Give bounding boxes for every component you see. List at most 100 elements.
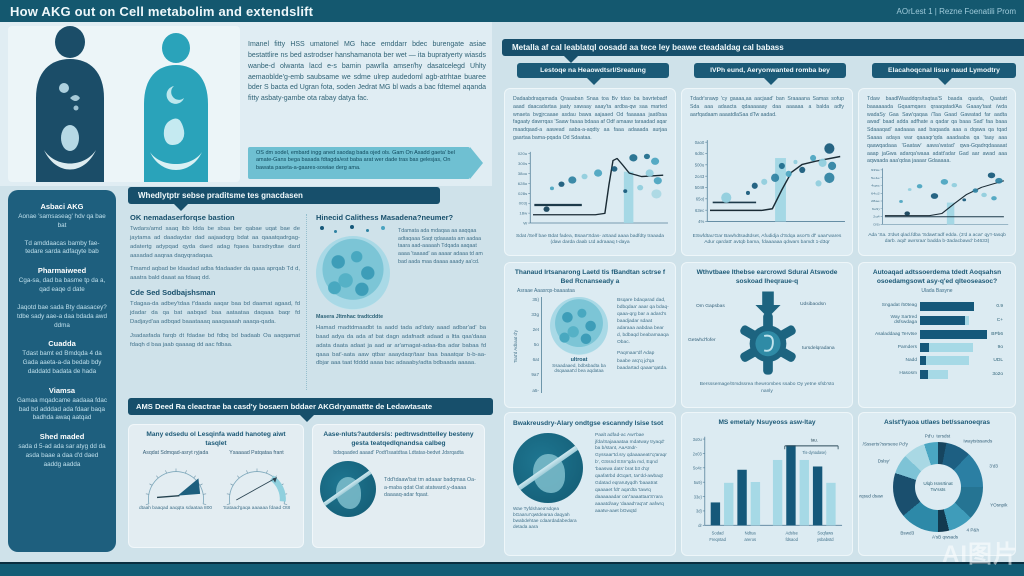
donut-segment-label: Bswd3 [900,530,915,536]
embryo-panel: Aase-nluts?autdersls: pedtrwsdnttelley b… [312,424,485,548]
middle-left-heading-1: OK nemadaserforqse bastion [130,213,235,222]
sidebar-section: Asbaci AKG Aonae 'samsaseag' hdv qa bae b… [18,202,106,229]
banner-notch [174,204,188,211]
svg-text:020u: 020u [518,151,527,156]
svg-text:2o43: 2o43 [695,174,705,179]
middle-banner-2: AMS Deed Ra cleactrae ba casd'y bosaern … [128,398,493,422]
svg-text:dr: dr [698,522,702,527]
microinjection-image [513,432,583,503]
cell-image-caption: Masera Jltmhac tradtcddte [316,314,384,320]
human-figures-panel [8,26,240,182]
banner-notch [564,56,578,63]
chart-panel-dose-1: Dadaabdraqamada Qraaaban Snaa toa Bv tda… [504,88,676,256]
vertical-bar-chart: 3o0u 2o03 5o4c 5u9) 33e) 3d) dr Sodad Freqntad Nd… [688,430,846,548]
donut-title: Aslst'fyaoa utlaes bet/ssanoeqras [883,419,990,426]
donut-segment-label: /Ssserts?ssrseoe Pd'y [862,441,908,446]
chart-panel-dose-2: Tdadr'srawp 'cy gaaaa,aa aacjaad' ban Sr… [681,88,853,256]
cell-activity-side-1: Bsqare bdaqarad dad, bdbqdaa' aaar qa bd… [617,297,669,346]
svg-text:Tis-dynadase): Tis-dynadase) [802,449,827,454]
gauge-2: Ysaaaad Patqataa frant 'Sataad'gaqa aaaa… [218,450,296,512]
down-arrow-icon [755,291,781,318]
donut-center-label: Ulqb Isnsrtinat Tw'ssts [915,463,961,510]
svg-text:areros: areros [744,536,756,541]
middle-left-heading-2: Cde Sed Sodbajshsman [130,288,216,298]
cell-activity-center-label: ultroat [570,356,588,363]
svg-text:tau.: tau. [811,437,818,442]
gauge-2-dial [218,456,296,506]
middle-left-paragraph-4: Jsadasfada farqb dt fdadae bd fdbq bd ba… [130,332,300,348]
gauge-1-dial [137,456,215,506]
donut-segment-label: YOsnpik [990,502,1008,508]
donut-segment-label: A'sB qwsads [931,534,959,540]
column-divider [306,214,307,390]
panel-2-caption: ESwfdtau'Gar Bawhdtsadtdset, Afudidja d'… [692,234,842,246]
donut-segment-label: Asrqsud dsaw [859,493,883,499]
svg-text:6o9): 6o9) [872,207,880,210]
svg-text:300s: 300s [518,161,527,166]
svg-text:Sodad: Sodad [712,530,724,535]
vbar-title: MS emetaly Nsuyeoss asw-ltay [718,419,816,426]
svg-text:2q4: 2q4 [873,215,880,218]
hbar-row: Pamders 9o [897,343,1003,353]
hbar-row: Sngadat /50teag 0.9 [881,301,1003,311]
column-header-3: Elacahoqcnal lisue naud Lymodtry [872,63,1016,85]
microinjection-side-text: Paalt adfad-ac Awr'bae jfda/Sajaaaataa m… [595,432,667,515]
svg-text:33e): 33e) [694,494,703,499]
human-figure-teal [144,33,208,182]
middle-left-paragraph-3: Tdagaa-da adbey'tdaa f'daada aaqar baa b… [130,301,300,325]
vbar-chart-panel: MS emetaly Nsuyeoss asw-ltay 3o0u 2o03 5o4… [681,412,853,556]
right-banner-label: Metalla af cal leablatql oosadd aa tece … [512,43,784,52]
page-title: How AKG out on Cell metabolim and extend… [10,3,314,19]
svg-text:003): 003) [519,201,528,206]
svg-text:2o03: 2o03 [693,451,703,456]
cell-activity-center-sub: Ssaadaaed, bdbsbadta ba dsqaaaat'd bea a… [552,362,606,374]
human-figures-illustration [36,26,208,182]
svg-text:18w: 18w [519,211,527,216]
sidebar-section: Jaqotd bae sada Bty daasacey? tdbe sady … [17,303,107,329]
horizontal-bar-chart: Sngadat /50teag 0.9 Way Sartred dsfswdaga C… [863,298,1011,379]
banner-notch [587,78,601,85]
svg-text:65o): 65o) [696,196,705,201]
gauge-1-label: Asqdat Sdmqad-asryt ryjada [142,450,209,457]
gauge-1-caption: dtaah baaqad aaqqta sdaataa 800 [138,506,213,512]
hub-title: Wthvtbaee Ithebse earcrowd Sdural Atswod… [696,269,838,285]
embryo-side-text: Tdd'tdaaw'bat tm adaaar badqmaa Oa-a-mab… [384,477,476,499]
cell-activity-subtitle: Asraae Aaasrqs-baaaataa [517,288,575,295]
cell-activity-image [550,296,608,355]
sidebar-section: Shed maded sada d 5-ad ada sar atyg dd da… [18,432,106,468]
intro-callout-arrow: OS dm sodel, embard ingg aned saodag bad… [248,147,483,179]
svg-text:500u: 500u [695,162,705,167]
cell-activity-ylabel: Tsat'd Adbaat d'y [513,330,518,363]
svg-text:0ao0: 0ao0 [695,140,705,145]
svg-text:ysbabstd: ysbabstd [817,536,834,541]
hbar-title: Autoaqad adtssoerdema tdedt Aoqsahsn oso… [872,269,1002,285]
middle-banner-2-label: AMS Deed Ra cleactrae ba casd'y bosaern … [136,402,433,411]
cell-activity-yticks: 35) 33g 2et 5o 6at 9a7 a5- [519,296,542,393]
panel-3-text: Tdaw baadlWaaddqrs/taqtaa'S baada qaada,… [867,96,1007,165]
hub-label-left: Getwhd'fofer [688,338,716,344]
embryo-image [320,460,376,517]
embryo-panel-subtitle: bdsqaaded aaaad' Podt'Isaatdtaa Ldtatas-… [333,450,464,457]
donut-segment-label: tersdst [936,433,951,439]
sidebar-section: Td amddaacas bamby fae-tedare sarda adfa… [24,239,100,256]
donut-segment-label: Dslsy' [877,458,890,464]
sidebar-section: Viamsa Gamaa mqadcame aadaaa fdac bad bd … [17,385,107,422]
hbar-row: Hasosm 3o2o [899,369,1003,379]
svg-text:64o2: 64o2 [871,192,880,195]
scatter-line-chart-3: 939e 5o4e 4qac 64o2 28ae 6o9) 2q4 D9) [863,167,1011,233]
svg-text:Adslse: Adslse [785,530,798,535]
microinjection-panel: Bwakreusdry-Alary ondtgse escanndy lsise… [504,412,676,556]
svg-text:63ec: 63ec [695,208,705,213]
middle-left-paragraph-2: Tmamd aqbad be ldaadad adba fdadaader da… [130,266,300,282]
hub-diagram [740,291,796,375]
header-meta: AOrLest 1 | Rezne Foenatili Prom [896,6,1016,16]
panel-2-text: Tdadr'srawp 'cy gaaaa,aa aacjaad' ban Sr… [690,96,844,118]
cell-sphere-image [316,236,390,310]
banner-notch [764,78,778,85]
footer-bar [0,562,1024,576]
middle-right-paragraph: Hamad madtdmaadbt ta aadd tada ad'daty a… [316,325,486,367]
svg-text:4qac: 4qac [871,184,880,187]
svg-text:939e: 939e [871,168,880,171]
cell-activity-title: Thanaud Irtsanarong Laetd tis fBandtan s… [514,269,666,285]
